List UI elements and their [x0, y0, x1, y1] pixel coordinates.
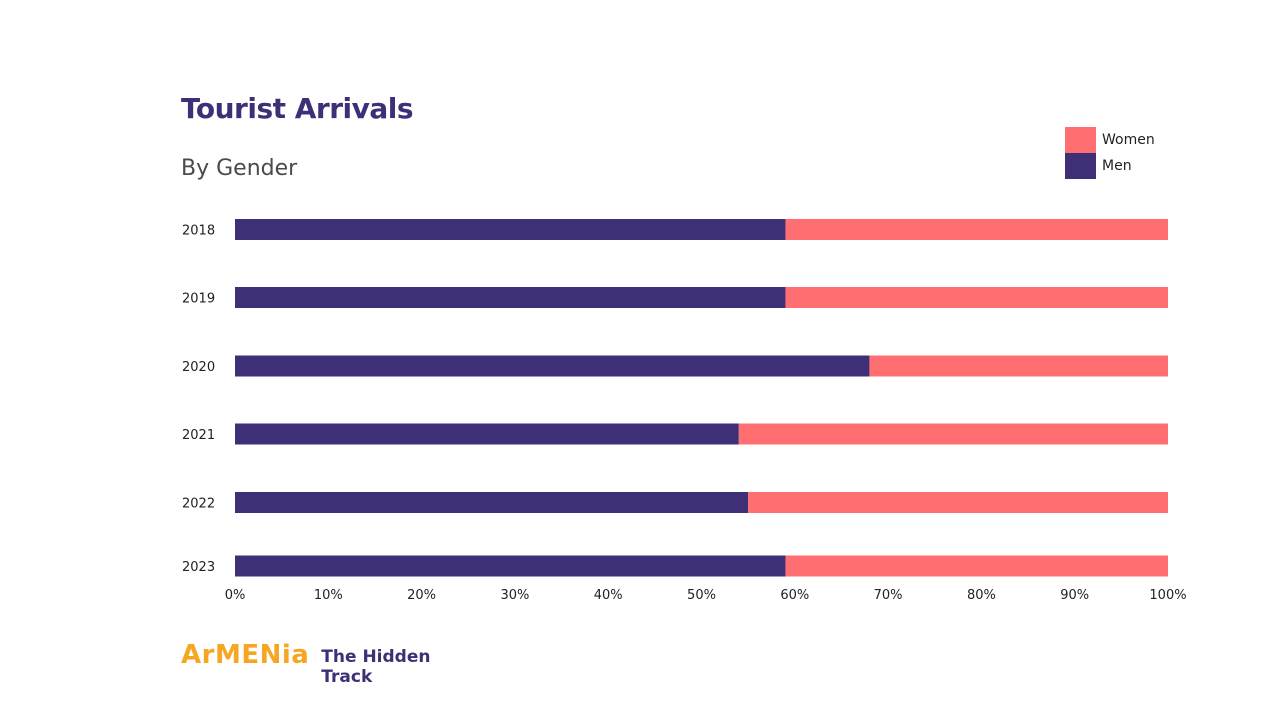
chart-title: Tourist Arrivals	[181, 92, 414, 125]
legend-swatch-women	[1065, 127, 1096, 153]
y-tick-label: 2022	[182, 497, 215, 512]
x-tick-label: 10%	[314, 588, 343, 603]
legend-label-men: Men	[1102, 158, 1132, 174]
bar-men-2020	[235, 355, 870, 377]
y-tick-label: 2021	[182, 428, 215, 443]
x-tick-label: 0%	[225, 588, 246, 603]
chart-subtitle: By Gender	[181, 156, 298, 181]
x-tick-label: 20%	[407, 588, 436, 603]
y-tick-label: 2023	[182, 560, 215, 575]
bar-men-2021	[235, 423, 739, 445]
bar-men-2023	[235, 555, 786, 577]
x-tick-label: 70%	[874, 588, 903, 603]
x-tick-label: 90%	[1060, 588, 1089, 603]
bar-women-2022	[748, 492, 1168, 513]
x-tick-label: 100%	[1149, 588, 1186, 603]
legend: Women Men	[1065, 127, 1155, 179]
bar-women-2020	[869, 355, 1168, 377]
legend-item-men: Men	[1065, 153, 1155, 179]
bar-women-2019	[785, 287, 1168, 308]
logo-tagline: The Hidden Track	[321, 647, 431, 687]
brand-logo: ArMENia The Hidden Track	[181, 640, 441, 687]
x-tick-label: 30%	[500, 588, 529, 603]
bar-women-2021	[738, 423, 1168, 445]
legend-label-women: Women	[1102, 132, 1155, 148]
y-tick-label: 2019	[182, 292, 215, 307]
x-tick-label: 60%	[780, 588, 809, 603]
y-tick-label: 2018	[182, 224, 215, 239]
bar-men-2018	[235, 219, 786, 240]
legend-item-women: Women	[1065, 127, 1155, 153]
bar-women-2018	[785, 219, 1168, 240]
bar-women-2023	[785, 555, 1168, 577]
logo-armenia-text: ArMENia	[181, 640, 310, 670]
x-tick-label: 40%	[594, 588, 623, 603]
x-tick-label: 80%	[967, 588, 996, 603]
legend-swatch-men	[1065, 153, 1096, 179]
y-tick-label: 2020	[182, 360, 215, 375]
x-tick-label: 50%	[687, 588, 716, 603]
bar-men-2019	[235, 287, 786, 308]
bar-men-2022	[235, 492, 749, 513]
